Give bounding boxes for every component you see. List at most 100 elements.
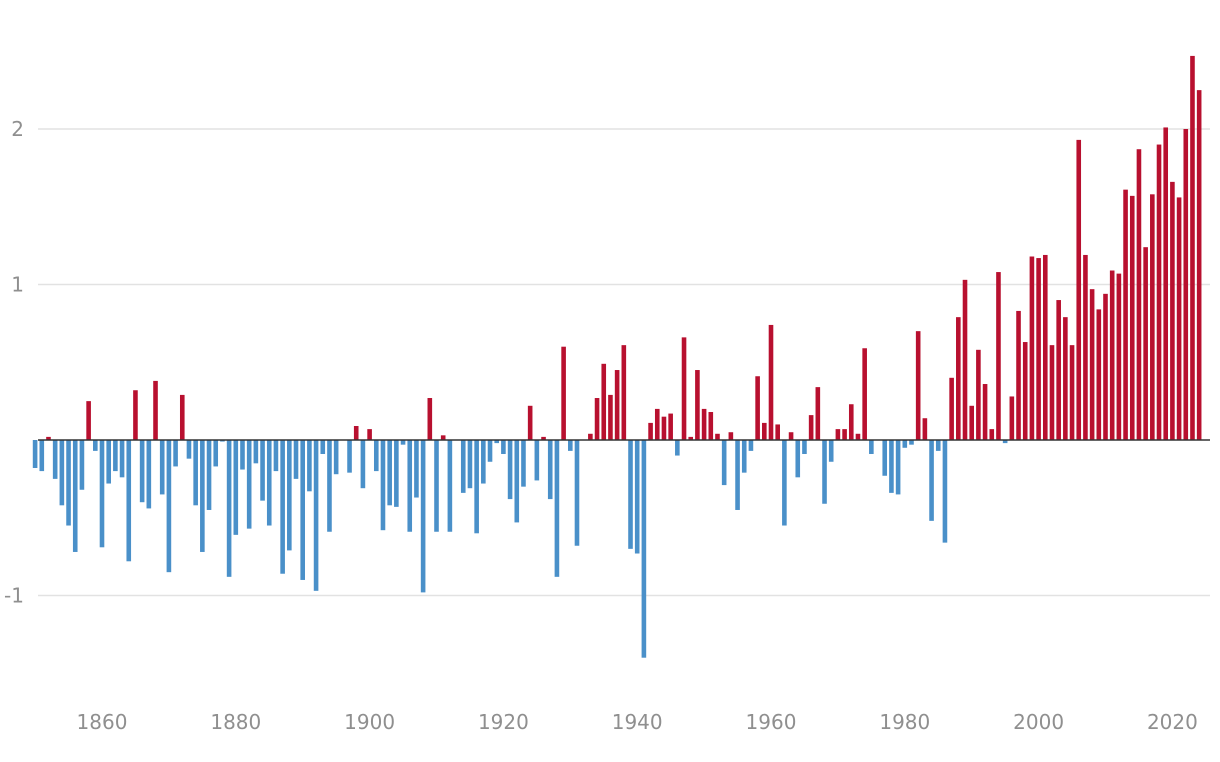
bar-1971: [842, 429, 847, 440]
bar-1881: [240, 440, 245, 470]
bar-1895: [333, 440, 339, 475]
bars: [32, 55, 1202, 658]
bar-1942: [648, 422, 653, 440]
bar-1967: [815, 387, 821, 440]
bar-1974: [862, 348, 867, 440]
bar-1917: [481, 440, 486, 484]
bar-1850: [32, 440, 38, 468]
bar-1884: [260, 440, 265, 501]
bar-2004: [1063, 317, 1068, 440]
bar-1991: [976, 349, 981, 440]
bar-1978: [889, 440, 894, 493]
y-tick-label: 1: [11, 273, 24, 297]
bar-1898: [353, 426, 359, 440]
bar-2001: [1042, 254, 1048, 440]
bar-1938: [621, 345, 627, 440]
bar-1904: [394, 440, 399, 507]
bar-1979: [895, 440, 901, 495]
bar-1922: [514, 440, 520, 523]
bar-1951: [708, 412, 714, 440]
bar-1945: [668, 413, 673, 440]
bar-1985: [935, 440, 941, 451]
bar-1859: [93, 440, 98, 451]
bar-1862: [113, 440, 118, 472]
bar-1853: [52, 440, 58, 479]
bar-2018: [1156, 144, 1162, 441]
bar-1873: [186, 440, 192, 459]
bar-1995: [1002, 440, 1008, 444]
bar-1866: [139, 440, 145, 503]
bar-1868: [153, 380, 158, 440]
bar-2021: [1176, 197, 1182, 440]
bar-2003: [1056, 300, 1061, 440]
bar-1955: [735, 440, 740, 510]
bar-1874: [193, 440, 198, 506]
y-tick-label: 2: [11, 117, 24, 141]
x-tick-label: 2000: [1013, 710, 1064, 734]
bar-1993: [989, 429, 995, 440]
bar-2011: [1109, 270, 1115, 440]
x-tick-label: 1940: [612, 710, 663, 734]
bar-1918: [487, 440, 493, 462]
bar-1948: [688, 436, 694, 440]
x-tick-label: 2020: [1147, 710, 1198, 734]
bar-1894: [327, 440, 332, 532]
bar-1890: [300, 440, 305, 580]
bar-1940: [634, 440, 640, 554]
bar-1983: [922, 418, 928, 440]
bar-1902: [380, 440, 386, 531]
bar-1939: [628, 440, 633, 549]
bar-1969: [828, 440, 834, 462]
bar-1880: [233, 440, 239, 535]
bar-2005: [1069, 345, 1075, 440]
bar-1861: [106, 440, 111, 484]
bar-1891: [307, 440, 312, 492]
bar-2020: [1170, 181, 1175, 440]
bar-1982: [915, 331, 921, 440]
bar-1996: [1009, 396, 1015, 440]
bar-1944: [661, 416, 667, 440]
bar-1970: [835, 429, 841, 440]
bar-1879: [226, 440, 232, 577]
bar-1965: [802, 440, 807, 454]
bar-1986: [942, 440, 948, 543]
bar-1936: [608, 394, 613, 440]
bar-1911: [440, 435, 446, 440]
bar-2023: [1190, 55, 1195, 440]
bar-1975: [869, 440, 874, 454]
bar-1981: [909, 440, 914, 445]
bar-2024: [1196, 90, 1202, 440]
bar-1966: [808, 415, 814, 440]
bar-1980: [902, 440, 908, 448]
bar-1908: [420, 440, 426, 593]
bar-1875: [200, 440, 205, 552]
x-tick-label: 1880: [210, 710, 261, 734]
bar-1854: [59, 440, 65, 506]
bar-2000: [1036, 258, 1041, 440]
bar-1973: [855, 433, 861, 440]
bar-1931: [574, 440, 580, 546]
bar-1961: [775, 424, 780, 440]
bar-1916: [474, 440, 479, 534]
bar-1950: [701, 408, 707, 440]
bar-1999: [1029, 256, 1035, 440]
bar-1927: [547, 440, 553, 500]
bar-1923: [521, 440, 526, 487]
bar-1852: [46, 436, 51, 440]
bar-1933: [588, 433, 593, 440]
bar-2016: [1143, 247, 1148, 440]
bar-1956: [741, 440, 747, 473]
bar-1937: [614, 370, 620, 440]
bar-1943: [654, 408, 660, 440]
bar-1910: [434, 440, 439, 532]
bar-2022: [1183, 129, 1189, 440]
bar-1959: [762, 422, 767, 440]
bar-1924: [527, 405, 533, 440]
x-tick-label: 1960: [746, 710, 797, 734]
x-tick-label: 1900: [344, 710, 395, 734]
bar-1903: [387, 440, 392, 506]
bar-1893: [320, 440, 326, 454]
x-tick-label: 1860: [77, 710, 128, 734]
bar-1954: [728, 432, 734, 440]
bar-1988: [956, 317, 961, 440]
